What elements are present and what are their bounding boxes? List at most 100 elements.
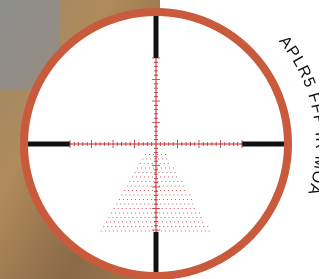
holdover-dot xyxy=(172,177,173,178)
holdover-dot xyxy=(133,231,134,232)
holdover-dot xyxy=(201,231,202,232)
holdover-dot xyxy=(134,222,135,223)
holdover-dot xyxy=(122,195,123,196)
holdover-dot xyxy=(186,222,187,223)
holdover-dot xyxy=(131,226,132,227)
holdover-dot xyxy=(176,177,177,178)
holdover-dot xyxy=(179,186,180,187)
holdover-dot xyxy=(201,217,202,218)
holdover-dot xyxy=(182,222,183,223)
holdover-dot xyxy=(173,168,174,169)
holdover-dot xyxy=(123,226,124,227)
holdover-dot xyxy=(119,226,120,227)
holdover-dot xyxy=(187,199,188,200)
holdover-dot xyxy=(190,222,191,223)
holdover-dot xyxy=(147,226,148,227)
holdover-dot xyxy=(122,222,123,223)
top-post xyxy=(154,10,159,58)
holdover-dot xyxy=(146,195,147,196)
holdover-dot xyxy=(151,213,152,214)
holdover-dot xyxy=(124,204,125,205)
holdover-dot xyxy=(127,186,128,187)
holdover-dot xyxy=(150,222,151,223)
holdover-dot xyxy=(137,181,138,182)
holdover-dot xyxy=(123,213,124,214)
holdover-dot xyxy=(126,222,127,223)
holdover-dot xyxy=(141,217,142,218)
holdover-dot xyxy=(178,208,179,209)
holdover-dot xyxy=(143,172,144,173)
holdover-dot xyxy=(184,204,185,205)
holdover-dot xyxy=(129,231,130,232)
holdover-dot xyxy=(127,199,128,200)
holdover-dot xyxy=(130,222,131,223)
holdover-dot xyxy=(172,190,173,191)
holdover-dot xyxy=(167,199,168,200)
holdover-dot xyxy=(120,204,121,205)
holdover-dot xyxy=(173,217,174,218)
holdover-dot xyxy=(137,168,138,169)
holdover-dot xyxy=(147,172,148,173)
holdover-dot xyxy=(139,199,140,200)
holdover-dot xyxy=(209,231,210,232)
holdover-dot xyxy=(138,222,139,223)
holdover-dot xyxy=(143,226,144,227)
holdover-dot xyxy=(118,222,119,223)
holdover-dot xyxy=(159,186,160,187)
holdover-dot xyxy=(166,222,167,223)
holdover-dot xyxy=(139,172,140,173)
holdover-dot xyxy=(136,204,137,205)
holdover-dot xyxy=(171,213,172,214)
holdover-dot xyxy=(177,231,178,232)
holdover-dot xyxy=(185,217,186,218)
holdover-dot xyxy=(146,208,147,209)
holdover-dot xyxy=(141,231,142,232)
holdover-dot xyxy=(191,226,192,227)
holdover-dot xyxy=(181,231,182,232)
holdover-dot xyxy=(155,186,156,187)
holdover-dot xyxy=(171,199,172,200)
holdover-dot xyxy=(114,208,115,209)
holdover-dot xyxy=(138,195,139,196)
holdover-dot xyxy=(156,190,157,191)
holdover-dot xyxy=(139,186,140,187)
holdover-dot xyxy=(142,195,143,196)
holdover-dot xyxy=(165,168,166,169)
holdover-dot xyxy=(149,217,150,218)
holdover-dot xyxy=(183,199,184,200)
holdover-dot xyxy=(136,190,137,191)
holdover-dot xyxy=(144,177,145,178)
holdover-dot xyxy=(164,204,165,205)
holdover-dot xyxy=(174,195,175,196)
holdover-dot xyxy=(167,172,168,173)
holdover-dot xyxy=(151,186,152,187)
holdover-dot xyxy=(122,208,123,209)
holdover-dot xyxy=(159,172,160,173)
holdover-dot xyxy=(177,217,178,218)
holdover-dot xyxy=(127,213,128,214)
holdover-dot xyxy=(127,226,128,227)
holdover-dot xyxy=(198,222,199,223)
holdover-dot xyxy=(175,213,176,214)
holdover-dot xyxy=(183,226,184,227)
holdover-dot xyxy=(138,208,139,209)
holdover-dot xyxy=(126,208,127,209)
holdover-dot xyxy=(174,208,175,209)
holdover-dot xyxy=(169,168,170,169)
holdover-dot xyxy=(146,222,147,223)
holdover-dot xyxy=(145,154,146,155)
holdover-dot xyxy=(175,186,176,187)
holdover-dot xyxy=(132,204,133,205)
holdover-dot xyxy=(153,231,154,232)
holdover-dot xyxy=(152,177,153,178)
holdover-dot xyxy=(109,217,110,218)
holdover-dot xyxy=(174,222,175,223)
holdover-dot xyxy=(123,199,124,200)
holdover-dot xyxy=(137,231,138,232)
holdover-dot xyxy=(140,177,141,178)
holdover-dot xyxy=(180,204,181,205)
holdover-dot xyxy=(175,172,176,173)
holdover-dot xyxy=(150,208,151,209)
holdover-dot xyxy=(165,154,166,155)
holdover-dot xyxy=(172,204,173,205)
